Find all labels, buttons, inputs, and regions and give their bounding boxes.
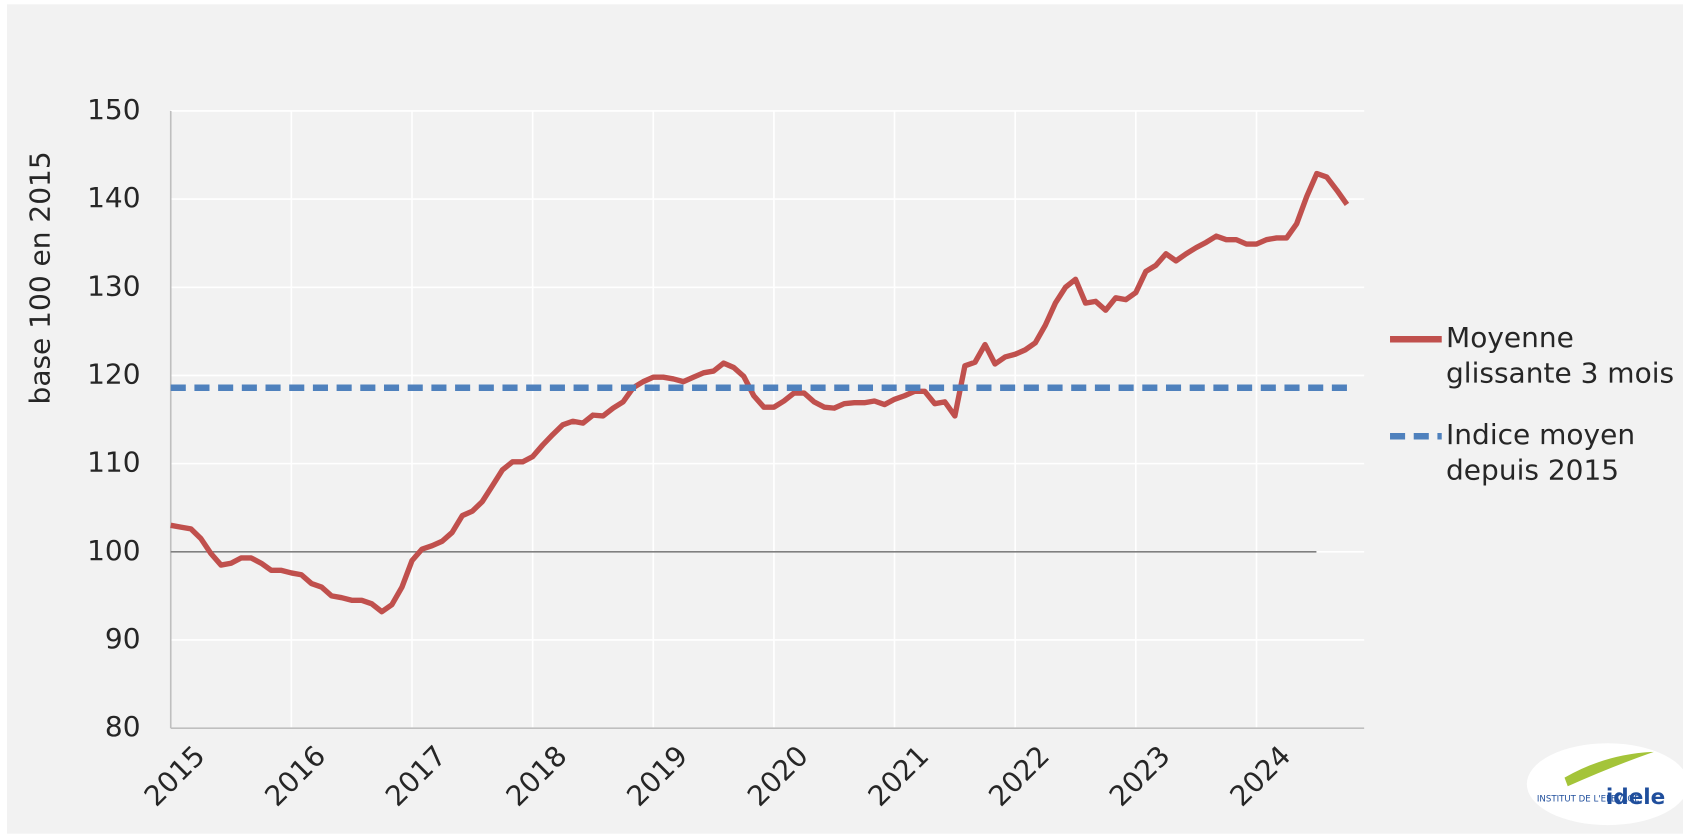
logo: INSTITUT DE L'ELEVAGE idele (1526, 743, 1689, 826)
logo-text: idele (1606, 785, 1665, 810)
y-tick-label: 150 (87, 93, 140, 126)
y-tick-label: 110 (87, 446, 140, 479)
legend-label: Moyenne glissante 3 mois (1446, 322, 1675, 390)
y-tick-label: 130 (87, 269, 140, 302)
series-line (170, 170, 1350, 615)
logo-badge (1526, 743, 1689, 826)
logo-subtext: INSTITUT DE L'ELEVAGE (1537, 795, 1640, 805)
y-tick-label: 90 (105, 622, 141, 655)
legend-entry: Indice moyen depuis 2015 (1446, 419, 1636, 487)
y-tick-label: 80 (105, 710, 141, 743)
y-tick-label: 140 (87, 181, 140, 214)
logo-swoosh (1564, 751, 1654, 787)
y-axis-label: base 100 en 2015 (23, 151, 56, 404)
y-tick-label: 120 (87, 357, 140, 390)
legend-label: Indice moyen depuis 2015 (1446, 419, 1636, 487)
legend-entry: Moyenne glissante 3 mois (1446, 322, 1675, 390)
background (7, 4, 1683, 834)
y-tick-label: 100 (87, 534, 140, 567)
